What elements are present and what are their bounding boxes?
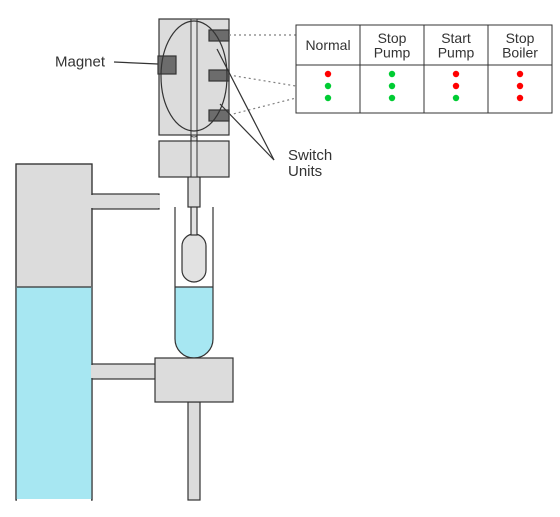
stem-bottom [188, 402, 200, 500]
table-header: StopBoiler [502, 30, 538, 61]
status-dot [517, 71, 523, 77]
connector-pipe [92, 364, 155, 379]
connector-pipe [92, 194, 159, 209]
stem-top [188, 177, 200, 207]
lower-housing [155, 358, 233, 402]
switch-unit [209, 70, 229, 81]
float [182, 234, 206, 282]
status-dot [453, 83, 459, 89]
table-header: Normal [305, 37, 350, 53]
status-dot [517, 95, 523, 101]
sight-glass-water [175, 287, 213, 358]
status-dot [325, 95, 331, 101]
status-dot [389, 95, 395, 101]
table-header: StopPump [374, 30, 411, 61]
signal-line [229, 98, 296, 115]
status-dot [389, 71, 395, 77]
status-dot [389, 83, 395, 89]
leader-line [114, 62, 158, 64]
table-header: StartPump [438, 30, 475, 61]
magnet-label: Magnet [55, 54, 106, 71]
switch-units-label: SwitchUnits [288, 147, 332, 180]
status-dot [453, 71, 459, 77]
status-dot [453, 95, 459, 101]
status-dot [325, 71, 331, 77]
status-dot [517, 83, 523, 89]
signal-line [229, 75, 296, 86]
status-dot [325, 83, 331, 89]
tank-water [16, 287, 92, 500]
